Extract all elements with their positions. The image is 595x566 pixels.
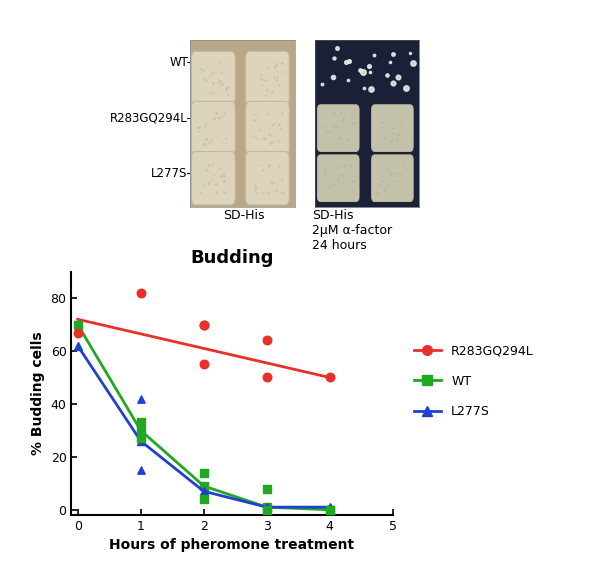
Text: R283GQ294L-GFP: R283GQ294L-GFP [110, 112, 215, 124]
Point [262, 336, 271, 345]
Point [262, 484, 271, 493]
Legend: R283GQ294L, WT, L277S: R283GQ294L, WT, L277S [409, 339, 539, 423]
Text: WT-GFP: WT-GFP [170, 56, 215, 68]
FancyBboxPatch shape [318, 155, 359, 201]
Point [262, 373, 271, 382]
Point [199, 320, 208, 329]
FancyBboxPatch shape [192, 52, 235, 105]
Point [136, 394, 145, 403]
FancyBboxPatch shape [192, 101, 235, 155]
Title: Budding: Budding [190, 250, 274, 267]
Point [136, 434, 145, 443]
Point [199, 320, 208, 329]
Point [325, 373, 334, 382]
Text: L277S-GFP: L277S-GFP [151, 167, 215, 179]
Point [136, 418, 145, 427]
Point [136, 288, 145, 297]
FancyBboxPatch shape [246, 152, 289, 205]
Point [199, 468, 208, 477]
Text: SD-His
2μM α-factor
24 hours: SD-His 2μM α-factor 24 hours [312, 209, 393, 252]
Point [199, 495, 208, 504]
X-axis label: Hours of pheromone treatment: Hours of pheromone treatment [109, 538, 355, 552]
FancyBboxPatch shape [318, 105, 359, 152]
FancyBboxPatch shape [246, 101, 289, 155]
FancyBboxPatch shape [371, 105, 414, 152]
Point [136, 466, 145, 475]
Y-axis label: % Budding cells: % Budding cells [31, 332, 45, 455]
Point [262, 505, 271, 514]
Point [199, 360, 208, 369]
FancyBboxPatch shape [371, 155, 414, 201]
FancyBboxPatch shape [246, 52, 289, 105]
FancyBboxPatch shape [192, 152, 235, 205]
Text: SD-His: SD-His [223, 209, 265, 221]
Point [325, 505, 334, 514]
Point [73, 328, 83, 337]
